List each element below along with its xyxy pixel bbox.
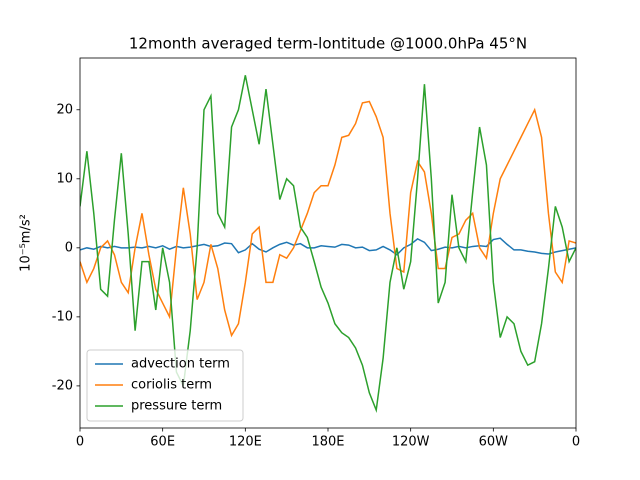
y-tick-label: -20 [52, 378, 73, 393]
legend-label: pressure term [131, 399, 222, 414]
y-tick-label: 0 [65, 240, 73, 255]
x-tick-label: 120W [392, 435, 430, 450]
x-tick-label: 0 [572, 435, 580, 450]
legend-box [86, 349, 244, 422]
series-line [80, 237, 576, 256]
chart-title: 12month averaged term-lontitude @1000.0h… [129, 35, 527, 53]
plot-frame [79, 57, 577, 429]
x-tick-label: 120E [229, 435, 262, 450]
y-tick-label: 20 [56, 102, 73, 117]
x-tick-label: 0 [76, 435, 84, 450]
series-line [80, 100, 576, 338]
x-tick-label: 180E [311, 435, 344, 450]
legend-label: advection term [131, 357, 230, 372]
y-axis-label: 10⁻⁵m/s² [19, 214, 34, 272]
y-tick-label: -10 [52, 309, 73, 324]
x-tick-label: 60W [479, 435, 509, 450]
legend-label: coriolis term [131, 378, 212, 393]
y-tick-label: 10 [56, 171, 73, 186]
series-line [80, 75, 576, 413]
x-tick-label: 60E [150, 435, 175, 450]
